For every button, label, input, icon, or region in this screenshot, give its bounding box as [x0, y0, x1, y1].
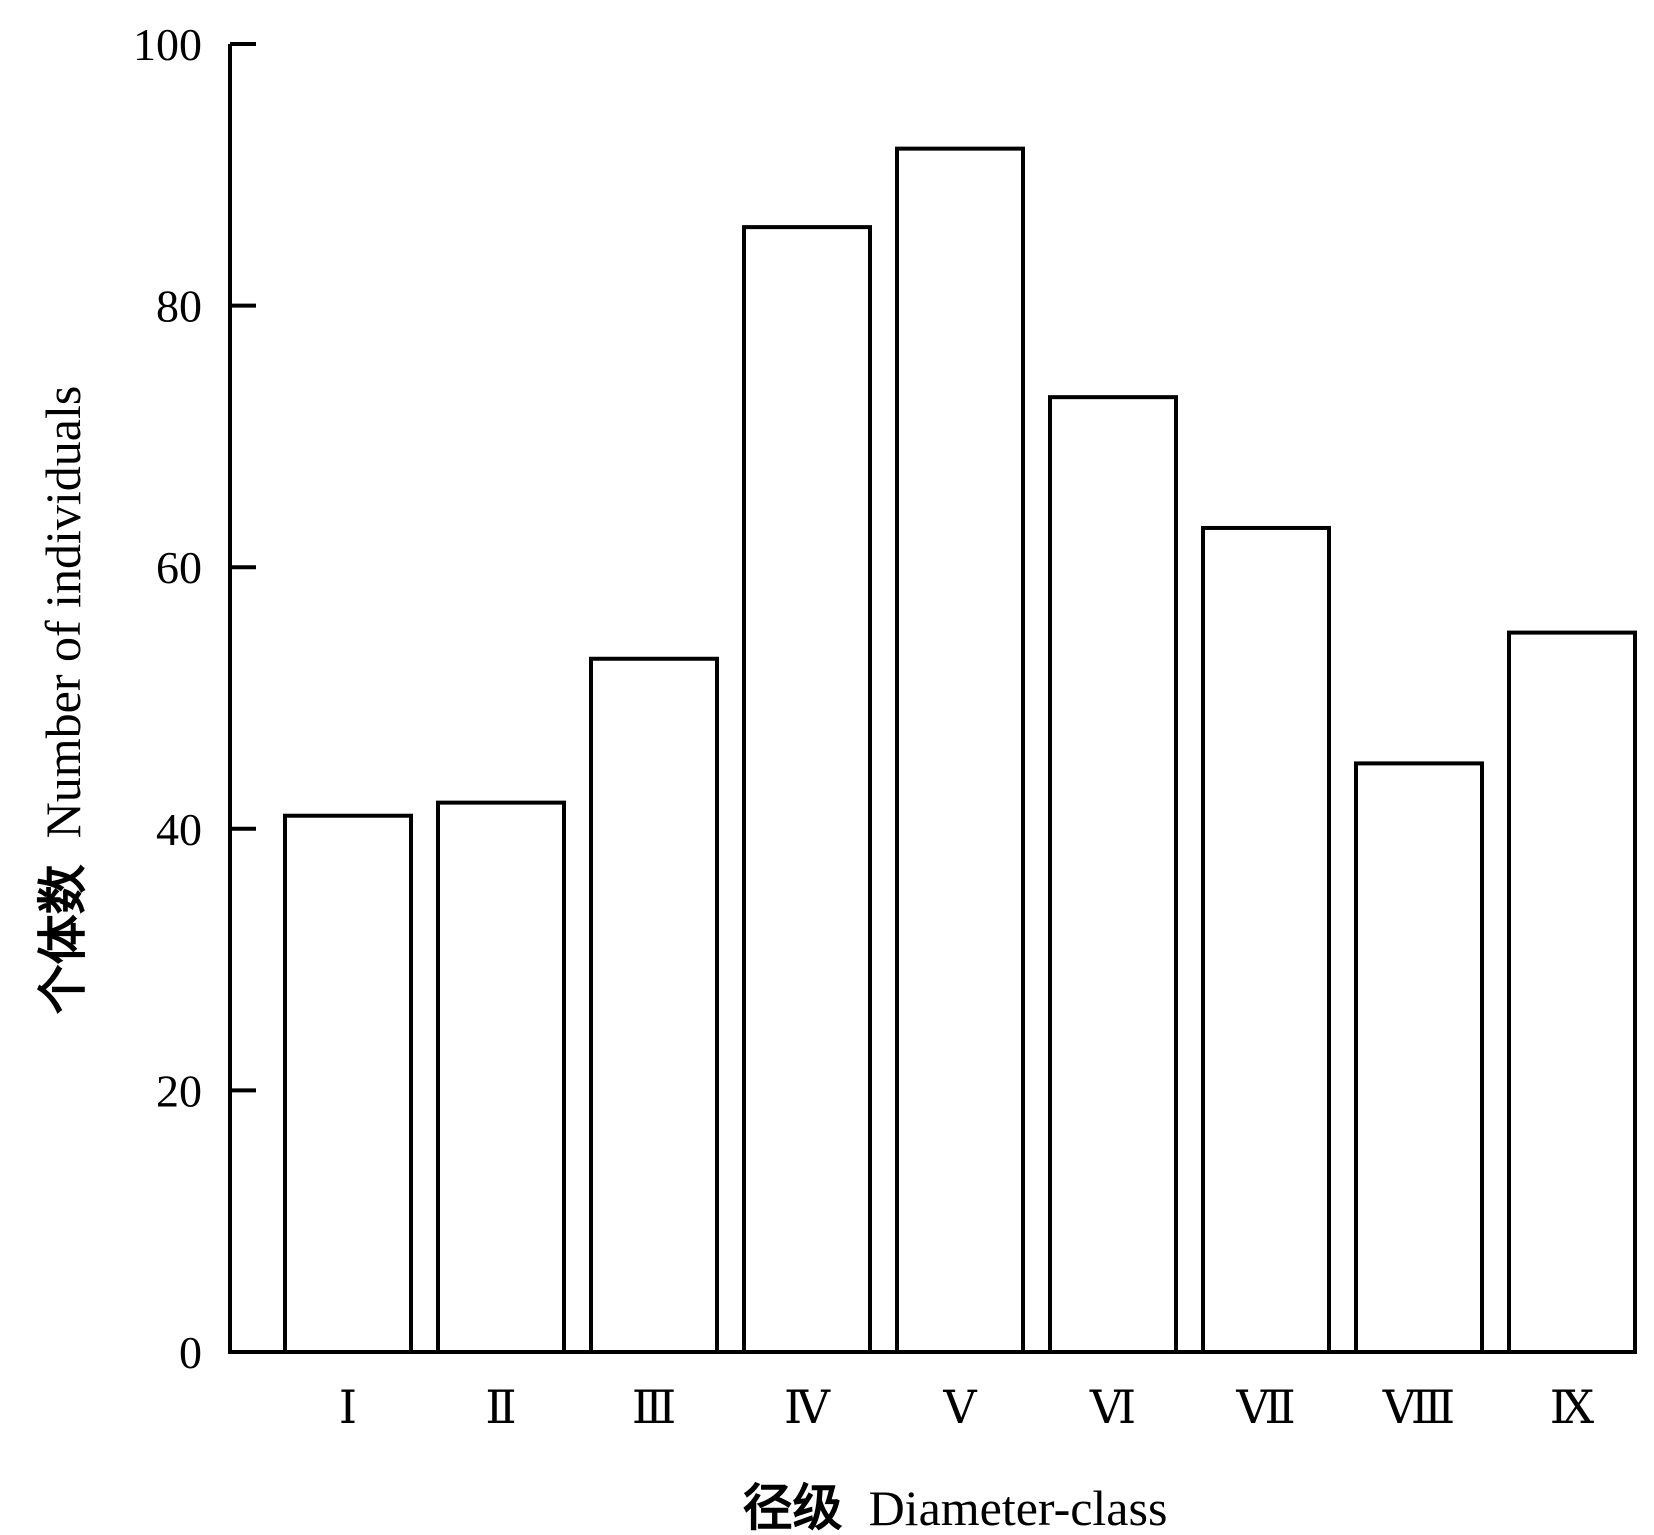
x-tick-label-3: Ⅲ [632, 1382, 676, 1433]
y-tick-label-20: 20 [156, 1065, 202, 1116]
y-tick-label-40: 40 [156, 804, 202, 855]
x-tick-label-5: Ⅴ [942, 1382, 977, 1433]
x-tick-label-6: Ⅵ [1089, 1382, 1136, 1433]
bar-8 [1354, 761, 1484, 1354]
x-axis-title-en: Diameter-class [869, 1480, 1168, 1535]
x-tick-label-8: Ⅷ [1382, 1382, 1455, 1433]
bar-6 [1048, 395, 1178, 1355]
x-tick-label-2: Ⅱ [485, 1382, 516, 1433]
bar-9 [1507, 630, 1637, 1354]
y-axis-title-cn: 个体数 [34, 864, 92, 1014]
bars-group [283, 146, 1637, 1355]
x-tick-label-7: Ⅶ [1235, 1382, 1295, 1433]
x-tick-label-9: Ⅸ [1550, 1382, 1595, 1433]
y-axis-title-en: Number of individuals [35, 386, 91, 839]
bar-3 [589, 656, 719, 1354]
bar-4 [742, 225, 872, 1354]
bar-5 [895, 146, 1025, 1354]
y-axis-title: 个体数 Number of individuals [34, 386, 92, 1015]
x-tick-label-1: Ⅰ [339, 1382, 357, 1433]
y-tick-label-100: 100 [133, 19, 202, 70]
y-tick-label-60: 60 [156, 542, 202, 593]
y-tick-label-80: 80 [156, 281, 202, 332]
bar-7 [1201, 525, 1331, 1354]
y-axis-ticks: 0 20 40 60 80 100 [133, 19, 256, 1378]
y-tick-label-0: 0 [179, 1327, 202, 1378]
x-axis-tick-labels: Ⅰ Ⅱ Ⅲ Ⅳ Ⅴ Ⅵ Ⅶ Ⅷ Ⅸ [339, 1382, 1595, 1433]
x-tick-label-4: Ⅳ [784, 1382, 831, 1433]
x-axis-title: 径级 Diameter-class [743, 1479, 1168, 1535]
bar-1 [283, 813, 413, 1354]
bar-2 [436, 800, 566, 1354]
x-axis-title-cn: 径级 [743, 1479, 843, 1535]
